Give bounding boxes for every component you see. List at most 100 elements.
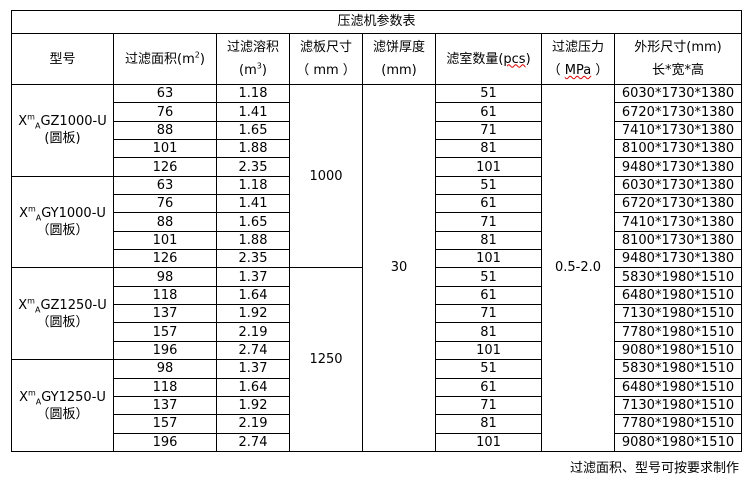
table-row: 126 2.35 101 9480*1730*1380 bbox=[12, 157, 742, 177]
chambers-cell: 101 bbox=[435, 340, 542, 361]
header-model: 型号 bbox=[11, 33, 114, 85]
volume-cell: 1.41 bbox=[216, 102, 290, 122]
area-cell: 63 bbox=[113, 83, 217, 104]
table-row: 137 1.92 71 7130*1980*1510 bbox=[12, 395, 742, 416]
area-cell: 76 bbox=[113, 102, 217, 122]
dimensions-cell: 6030*1730*1380 bbox=[614, 83, 742, 104]
plate-size-cell: 1000 bbox=[289, 83, 363, 269]
dimensions-cell: 7130*1980*1510 bbox=[614, 395, 742, 416]
dimensions-cell: 6720*1730*1380 bbox=[614, 194, 742, 214]
volume-cell: 1.41 bbox=[216, 194, 290, 214]
volume-cell: 2.35 bbox=[216, 249, 290, 269]
dimensions-cell: 7130*1980*1510 bbox=[614, 304, 742, 324]
area-cell: 76 bbox=[113, 194, 217, 214]
dimensions-cell: 6480*1980*1510 bbox=[614, 377, 742, 397]
chambers-cell: 101 bbox=[435, 432, 542, 452]
header-pressure: 过滤压力（ MPa ） bbox=[541, 33, 615, 85]
dimensions-cell: 7780*1980*1510 bbox=[614, 414, 742, 434]
area-cell: 157 bbox=[113, 414, 217, 434]
dimensions-cell: 8100*1730*1380 bbox=[614, 230, 742, 251]
dimensions-cell: 8100*1730*1380 bbox=[614, 139, 742, 159]
area-cell: 137 bbox=[113, 395, 217, 416]
volume-cell: 1.88 bbox=[216, 139, 290, 159]
volume-cell: 1.18 bbox=[216, 83, 290, 104]
model-cell: XmAGZ1000-U (圆板) bbox=[11, 84, 114, 177]
table-row: 126 2.35 101 9480*1730*1380 bbox=[12, 249, 742, 269]
chambers-cell: 81 bbox=[435, 414, 542, 434]
volume-cell: 1.88 bbox=[216, 230, 290, 251]
area-cell: 118 bbox=[113, 377, 217, 397]
dimensions-cell: 7410*1730*1380 bbox=[614, 212, 742, 232]
volume-cell: 2.74 bbox=[216, 340, 290, 361]
dimensions-cell: 9480*1730*1380 bbox=[614, 249, 742, 269]
area-cell: 126 bbox=[113, 157, 217, 177]
volume-cell: 2.74 bbox=[216, 432, 290, 452]
model-cell: XmAGY1000-U （圆板） bbox=[11, 175, 114, 269]
volume-cell: 1.64 bbox=[216, 285, 290, 306]
dimensions-cell: 6480*1980*1510 bbox=[614, 285, 742, 306]
area-cell: 157 bbox=[113, 322, 217, 342]
volume-cell: 2.35 bbox=[216, 157, 290, 177]
table-row: 101 1.88 81 8100*1730*1380 bbox=[12, 139, 742, 159]
dimensions-cell: 7410*1730*1380 bbox=[614, 120, 742, 141]
area-cell: 88 bbox=[113, 120, 217, 141]
table-title: 压滤机参数表 bbox=[11, 10, 742, 34]
header-chambers: 滤室数量(pcs) bbox=[435, 33, 542, 85]
model-cell: XmAGY1250-U （圆板） bbox=[11, 359, 114, 452]
dimensions-cell: 6030*1730*1380 bbox=[614, 175, 742, 196]
chambers-cell: 61 bbox=[435, 285, 542, 306]
header-area: 过滤面积(m2) bbox=[113, 33, 217, 85]
table-row: 157 2.19 81 7780*1980*1510 bbox=[12, 414, 742, 434]
volume-cell: 1.37 bbox=[216, 267, 290, 287]
volume-cell: 2.19 bbox=[216, 414, 290, 434]
table-row: 118 1.64 61 6480*1980*1510 bbox=[12, 285, 742, 306]
chambers-cell: 81 bbox=[435, 230, 542, 251]
header-dimensions: 外形尺寸(mm) 长*宽*高 bbox=[614, 33, 742, 85]
header-plate-size: 滤板尺寸（ mm ） bbox=[289, 33, 363, 85]
dimensions-cell: 7780*1980*1510 bbox=[614, 322, 742, 342]
table-row: 88 1.65 71 7410*1730*1380 bbox=[12, 212, 742, 232]
chambers-cell: 61 bbox=[435, 102, 542, 122]
area-cell: 98 bbox=[113, 267, 217, 287]
cake-thickness-cell: 30 bbox=[362, 84, 436, 452]
chambers-cell: 51 bbox=[435, 175, 542, 196]
chambers-cell: 101 bbox=[435, 157, 542, 177]
volume-cell: 1.92 bbox=[216, 304, 290, 324]
pressure-cell: 0.5-2.0 bbox=[541, 84, 615, 452]
area-cell: 63 bbox=[113, 175, 217, 196]
table-row: 196 2.74 101 9080*1980*1510 bbox=[12, 432, 742, 452]
chambers-cell: 61 bbox=[435, 194, 542, 214]
chambers-cell: 71 bbox=[435, 120, 542, 141]
area-cell: 196 bbox=[113, 432, 217, 452]
chambers-cell: 51 bbox=[435, 83, 542, 104]
table-row: XmAGZ1000-U (圆板) 63 1.18 1000 30 51 0.5-2.0 6030… bbox=[11, 83, 742, 452]
chambers-cell: 71 bbox=[435, 395, 542, 416]
volume-cell: 1.65 bbox=[216, 120, 290, 141]
dimensions-cell: 6720*1730*1380 bbox=[614, 102, 742, 122]
dimensions-cell: 9080*1980*1510 bbox=[614, 432, 742, 452]
header-volume: 过滤溶积 (m3) bbox=[216, 33, 290, 85]
volume-cell: 2.19 bbox=[216, 322, 290, 342]
area-cell: 137 bbox=[113, 304, 217, 324]
area-cell: 101 bbox=[113, 139, 217, 159]
header-cake-thickness: 滤饼厚度 (mm) bbox=[362, 33, 436, 85]
chambers-cell: 51 bbox=[435, 267, 542, 287]
table-row: 76 1.41 61 6720*1730*1380 bbox=[12, 194, 742, 214]
volume-cell: 1.64 bbox=[216, 377, 290, 397]
table-row: 157 2.19 81 7780*1980*1510 bbox=[12, 322, 742, 342]
area-cell: 101 bbox=[113, 230, 217, 251]
area-cell: 118 bbox=[113, 285, 217, 306]
filter-press-parameter-table: 压滤机参数表 型号 过滤面积(m2) 过滤溶积 (m3) 滤板尺寸（ mm ） 滤… bbox=[11, 10, 742, 452]
chambers-cell: 61 bbox=[435, 377, 542, 397]
footnote: 过滤面积、型号可按要求制作 bbox=[569, 461, 739, 476]
chambers-cell: 81 bbox=[435, 139, 542, 159]
volume-cell: 1.37 bbox=[216, 359, 290, 379]
dimensions-cell: 5830*1980*1510 bbox=[614, 359, 742, 379]
volume-cell: 1.18 bbox=[216, 175, 290, 196]
area-cell: 126 bbox=[113, 249, 217, 269]
dimensions-cell: 9480*1730*1380 bbox=[614, 157, 742, 177]
area-cell: 88 bbox=[113, 212, 217, 232]
table-row: XmAGY1250-U （圆板） 98 1.37 51 5830*1980*1510 bbox=[11, 359, 742, 452]
volume-cell: 1.65 bbox=[216, 212, 290, 232]
chambers-cell: 51 bbox=[435, 359, 542, 379]
